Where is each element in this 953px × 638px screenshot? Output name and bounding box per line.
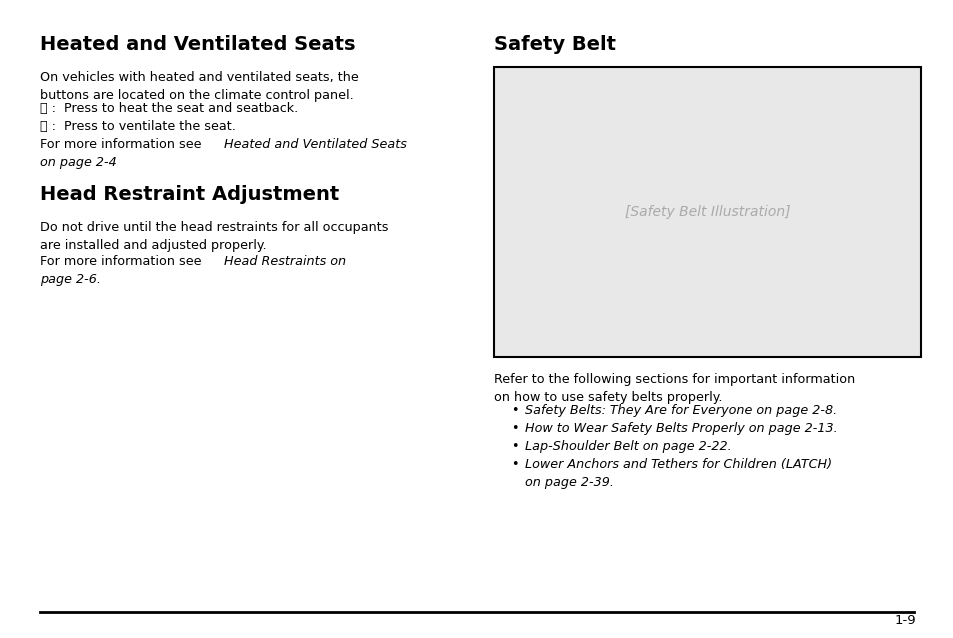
Text: Heated and Ventilated Seats: Heated and Ventilated Seats <box>40 35 355 54</box>
Text: •: • <box>511 440 518 453</box>
Text: 1-9: 1-9 <box>893 614 915 627</box>
Text: For more information see: For more information see <box>40 138 205 151</box>
Text: on page 2-4: on page 2-4 <box>40 156 116 168</box>
Text: •: • <box>511 404 518 417</box>
Text: For more information see: For more information see <box>40 255 205 268</box>
Text: Lower Anchors and Tethers for Children (LATCH)
on page 2-39.: Lower Anchors and Tethers for Children (… <box>524 458 831 489</box>
Text: Lap-Shoulder Belt on page 2-22.: Lap-Shoulder Belt on page 2-22. <box>524 440 731 453</box>
Text: [Safety Belt Illustration]: [Safety Belt Illustration] <box>624 205 789 219</box>
Text: ⚾ :  Press to ventilate the seat.: ⚾ : Press to ventilate the seat. <box>40 120 235 133</box>
Text: Do not drive until the head restraints for all occupants
are installed and adjus: Do not drive until the head restraints f… <box>40 221 388 252</box>
Text: On vehicles with heated and ventilated seats, the
buttons are located on the cli: On vehicles with heated and ventilated s… <box>40 71 358 102</box>
Text: Refer to the following sections for important information
on how to use safety b: Refer to the following sections for impo… <box>494 373 855 404</box>
Text: Head Restraint Adjustment: Head Restraint Adjustment <box>40 185 339 204</box>
Text: How to Wear Safety Belts Properly on page 2-13.: How to Wear Safety Belts Properly on pag… <box>524 422 837 435</box>
Text: •: • <box>511 422 518 435</box>
Text: Safety Belts: They Are for Everyone on page 2-8.: Safety Belts: They Are for Everyone on p… <box>524 404 836 417</box>
Text: •: • <box>511 458 518 471</box>
Text: Heated and Ventilated Seats: Heated and Ventilated Seats <box>224 138 407 151</box>
Text: page 2-6.: page 2-6. <box>40 273 101 286</box>
Text: Head Restraints on: Head Restraints on <box>224 255 346 268</box>
Bar <box>494 67 920 357</box>
Text: ⚾ :  Press to heat the seat and seatback.: ⚾ : Press to heat the seat and seatback. <box>40 102 298 115</box>
Text: Safety Belt: Safety Belt <box>494 35 616 54</box>
